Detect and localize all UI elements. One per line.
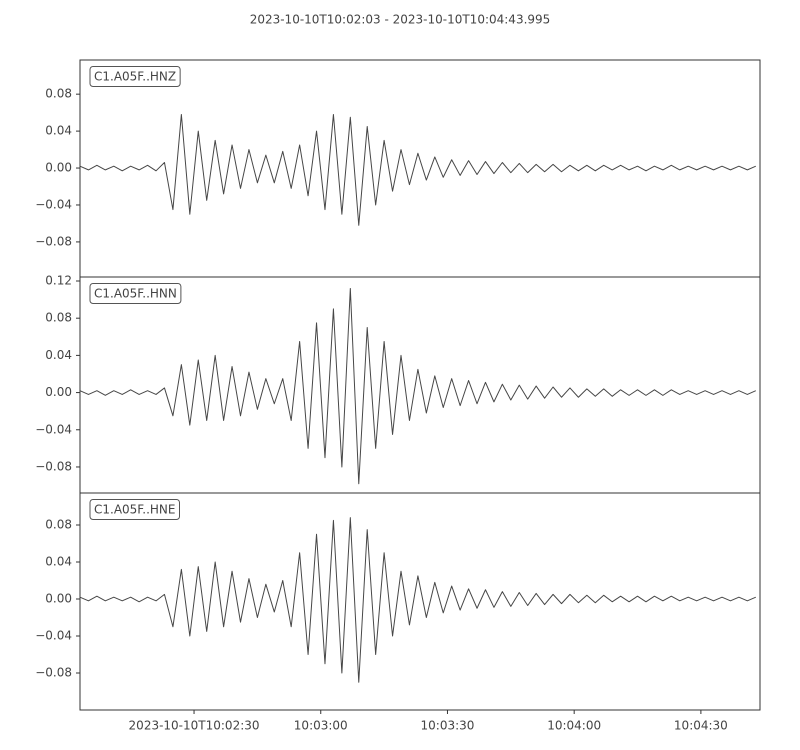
trace-label-box bbox=[89, 499, 180, 520]
trace-label: C1.A05F..HNE bbox=[94, 503, 176, 517]
y-tick-label: 0.00 bbox=[45, 385, 72, 399]
y-tick-label: −0.04 bbox=[35, 197, 72, 211]
waveform bbox=[79, 287, 757, 485]
x-tick-label: 10:04:30 bbox=[674, 719, 728, 733]
y-tick-label: 0.08 bbox=[45, 518, 72, 532]
chart-title: 2023-10-10T10:02:03 - 2023-10-10T10:04:4… bbox=[250, 13, 551, 27]
x-tick-label: 10:03:00 bbox=[294, 719, 348, 733]
trace-label-box bbox=[89, 283, 182, 304]
y-tick-label: 0.08 bbox=[45, 87, 72, 101]
trace-label-box bbox=[89, 66, 181, 87]
x-tick-label: 2023-10-10T10:02:30 bbox=[129, 719, 260, 733]
plot-frame bbox=[79, 492, 761, 711]
trace-label: C1.A05F..HNN bbox=[94, 287, 177, 301]
y-tick-label: −0.04 bbox=[35, 422, 72, 436]
y-tick-label: 0.00 bbox=[45, 592, 72, 606]
y-tick-label: 0.12 bbox=[45, 273, 72, 287]
y-tick-label: −0.04 bbox=[35, 629, 72, 643]
x-tick-label: 10:03:30 bbox=[421, 719, 475, 733]
y-tick-label: 0.00 bbox=[45, 161, 72, 175]
trace-label: C1.A05F..HNZ bbox=[94, 70, 176, 84]
y-tick-label: 0.04 bbox=[45, 124, 72, 138]
y-tick-label: 0.08 bbox=[45, 311, 72, 325]
waveform bbox=[79, 113, 757, 226]
x-tick-label: 10:04:00 bbox=[547, 719, 601, 733]
waveform bbox=[79, 517, 757, 683]
y-tick-label: 0.04 bbox=[45, 348, 72, 362]
y-tick-label: −0.08 bbox=[35, 234, 72, 248]
y-tick-label: −0.08 bbox=[35, 459, 72, 473]
y-tick-label: 0.04 bbox=[45, 555, 72, 569]
y-tick-label: −0.08 bbox=[35, 666, 72, 680]
